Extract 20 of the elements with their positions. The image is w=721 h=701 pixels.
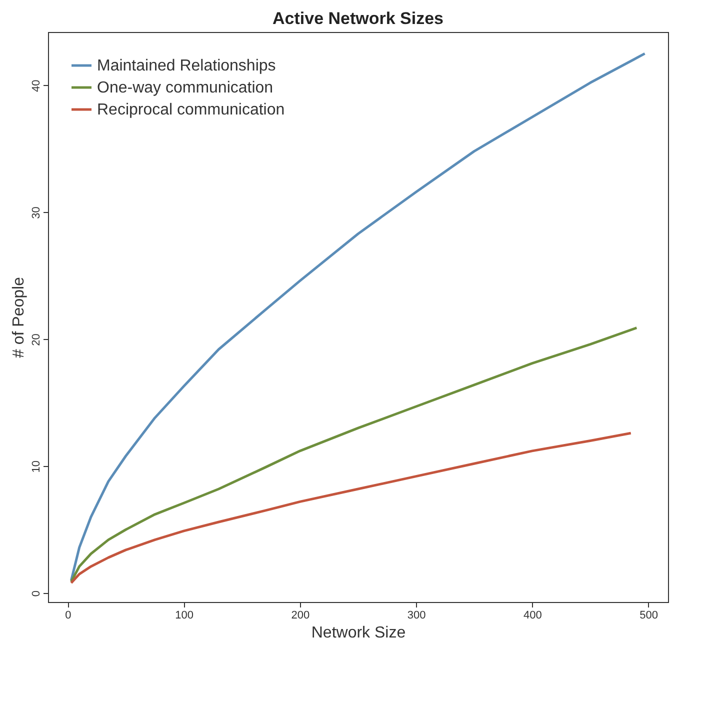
line-series xyxy=(70,432,632,584)
y-tick-label: 10 xyxy=(30,460,42,473)
x-tick-label: 300 xyxy=(407,610,426,622)
x-tick-label: 500 xyxy=(640,610,658,622)
chart-title: Active Network Sizes xyxy=(272,9,444,28)
line-series xyxy=(70,52,646,582)
y-tick-label: 30 xyxy=(30,206,42,219)
line-series xyxy=(70,326,638,583)
y-tick-label: 0 xyxy=(30,590,42,597)
legend-label: One-way communication xyxy=(97,80,274,96)
x-tick-label: 100 xyxy=(175,610,194,622)
x-tick-label: 200 xyxy=(291,610,310,622)
y-axis-title: # of People xyxy=(10,276,28,358)
x-axis-title: Network Size xyxy=(311,624,406,642)
x-tick-label: 0 xyxy=(65,610,72,622)
legend-label: Reciprocal communication xyxy=(97,102,285,118)
x-tick-label: 400 xyxy=(523,610,542,622)
y-tick-label: 20 xyxy=(30,334,42,346)
y-tick-label: 40 xyxy=(30,80,42,92)
legend-label: Maintained Relationships xyxy=(97,58,276,74)
